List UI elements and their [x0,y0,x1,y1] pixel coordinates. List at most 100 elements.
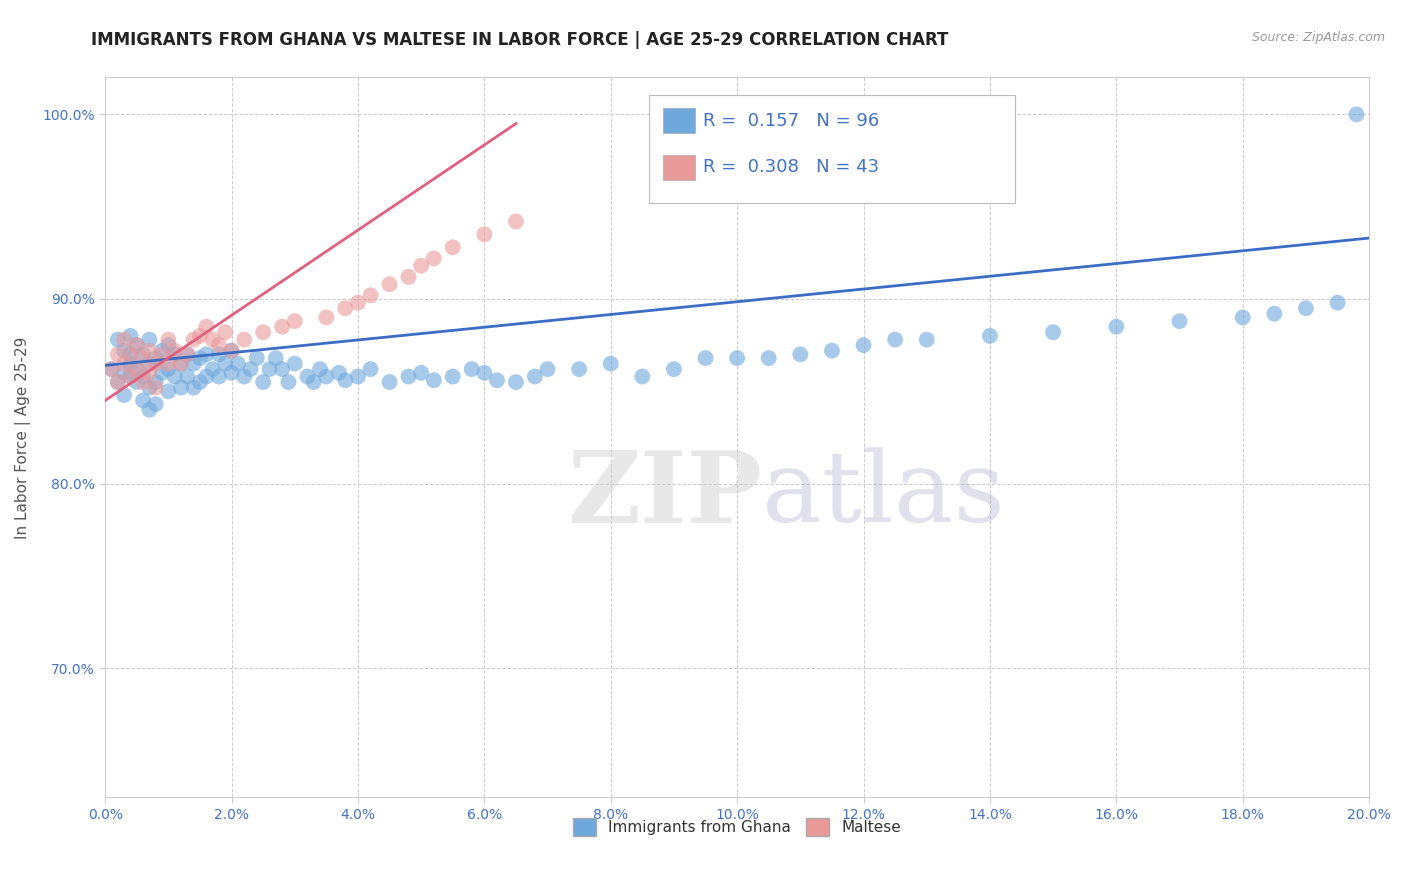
Point [201,333,224,347]
Point [120,347,142,361]
Point [145,375,167,389]
Point [423,252,446,266]
Point [328,366,350,380]
Point [138,402,160,417]
Point [460,362,482,376]
Point [695,351,717,365]
Point [170,381,193,395]
Point [132,375,155,389]
Point [309,362,332,376]
Point [979,329,1001,343]
Point [599,357,621,371]
Point [758,351,780,365]
Point [112,388,135,402]
Point [789,347,811,361]
Point [221,343,243,358]
Point [138,357,160,371]
Point [195,347,218,361]
Text: R =  0.308   N = 43: R = 0.308 N = 43 [703,159,879,177]
Point [120,329,142,343]
Point [157,357,180,371]
Point [157,384,180,399]
Point [125,362,148,376]
Point [1105,319,1128,334]
Point [252,325,274,339]
Point [176,347,198,361]
Point [568,362,591,376]
Point [112,366,135,380]
Point [1263,307,1285,321]
Point [347,295,370,310]
Text: Source: ZipAtlas.com: Source: ZipAtlas.com [1251,31,1385,45]
Point [195,319,218,334]
Point [1295,301,1317,316]
Point [214,357,236,371]
Point [188,351,211,365]
Point [120,347,142,361]
Point [163,369,186,384]
Point [107,375,129,389]
Point [100,362,122,376]
Point [208,369,231,384]
Point [1326,295,1348,310]
Point [183,381,205,395]
Point [132,347,155,361]
Point [277,375,299,389]
Point [252,375,274,389]
Point [398,269,420,284]
Point [138,333,160,347]
Point [157,333,180,347]
Point [536,362,558,376]
Point [523,369,546,384]
Point [259,362,281,376]
Text: atlas: atlas [762,447,1005,543]
Point [485,373,508,387]
Point [297,369,319,384]
Point [233,369,256,384]
Point [125,338,148,352]
Point [132,369,155,384]
Legend: Immigrants from Ghana, Maltese: Immigrants from Ghana, Maltese [565,810,908,844]
Point [246,351,269,365]
Point [125,362,148,376]
Point [662,362,685,376]
Point [505,375,527,389]
Point [125,338,148,352]
Point [188,329,211,343]
Point [441,240,464,254]
Point [176,369,198,384]
Point [315,369,337,384]
Point [472,227,495,242]
Point [411,366,433,380]
Point [360,362,382,376]
Point [163,343,186,358]
Point [208,347,231,361]
Text: ZIP: ZIP [568,447,762,543]
Point [145,397,167,411]
Point [157,362,180,376]
Point [239,362,262,376]
Point [120,369,142,384]
Point [378,375,401,389]
Point [347,369,370,384]
Point [107,375,129,389]
Point [472,366,495,380]
Point [132,351,155,365]
FancyBboxPatch shape [662,155,696,179]
Y-axis label: In Labor Force | Age 25-29: In Labor Force | Age 25-29 [15,336,31,539]
Text: IMMIGRANTS FROM GHANA VS MALTESE IN LABOR FORCE | AGE 25-29 CORRELATION CHART: IMMIGRANTS FROM GHANA VS MALTESE IN LABO… [91,31,949,49]
Point [150,343,173,358]
Point [264,351,287,365]
Point [915,333,938,347]
Point [271,319,294,334]
Point [112,343,135,358]
Point [150,347,173,361]
Point [145,381,167,395]
FancyBboxPatch shape [648,95,1015,203]
Point [360,288,382,302]
Point [112,357,135,371]
Point [302,375,325,389]
Point [284,314,307,328]
Point [201,362,224,376]
Point [423,373,446,387]
